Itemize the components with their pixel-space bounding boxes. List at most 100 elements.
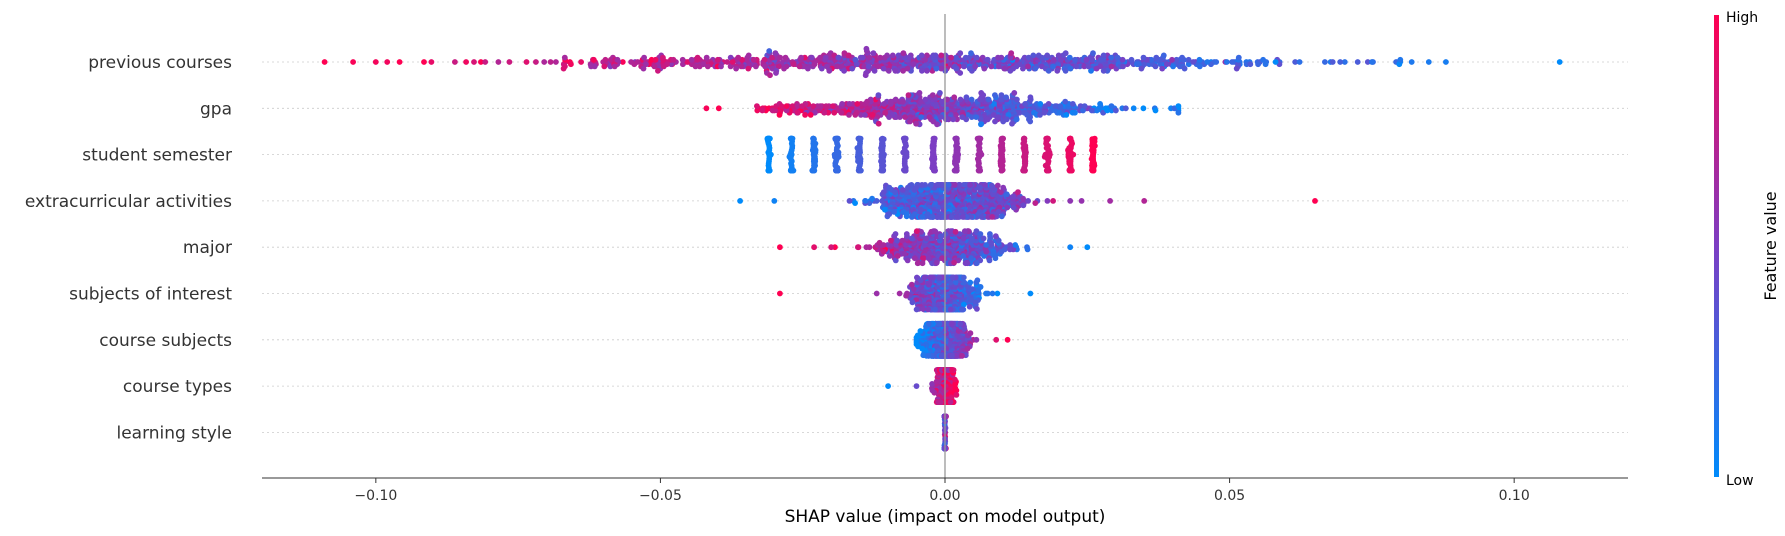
data-point [1001,65,1008,72]
data-point [1140,54,1147,61]
data-point [881,54,888,61]
data-point [777,107,784,114]
data-point [959,214,966,220]
data-point [995,63,1002,70]
data-point [384,59,391,65]
data-point [1003,191,1010,198]
data-point [925,306,931,313]
data-point [917,277,924,284]
data-point [884,242,891,248]
data-point [1108,103,1115,109]
data-point [1050,63,1056,70]
data-point [1140,105,1147,112]
data-point [783,107,790,114]
data-point [1204,59,1211,65]
data-point [1010,193,1017,200]
data-point [789,103,796,109]
data-point [910,61,917,68]
data-point [1067,198,1074,204]
data-point [905,54,912,61]
data-point [918,52,925,59]
data-point [963,94,970,101]
data-point [902,114,908,120]
data-point [913,306,920,313]
data-point [1044,198,1051,204]
data-point [761,56,768,63]
data-point [1120,63,1126,70]
data-point [428,59,435,65]
data-point [891,209,897,215]
data-point [777,244,783,251]
data-point [776,112,783,118]
data-point [938,65,945,72]
data-point [684,59,691,65]
data-point [957,50,964,57]
data-point [590,56,597,63]
data-point [846,112,852,118]
data-point [930,118,937,125]
data-point [974,277,981,284]
data-point [873,290,880,297]
data-point [894,237,901,244]
data-point [777,290,783,297]
data-point [953,392,960,398]
data-point [715,105,722,112]
data-point [986,257,993,264]
data-point [983,248,990,255]
data-point [988,63,995,70]
data-point [901,135,908,142]
data-point [999,135,1006,142]
data-point [962,260,969,267]
data-point [1027,290,1034,297]
data-point [1159,65,1166,72]
data-point [930,135,937,142]
data-point [998,96,1004,103]
data-point [1107,198,1113,204]
data-point [1072,56,1078,63]
data-point [911,255,918,262]
data-point [908,281,915,288]
data-point [1004,204,1011,211]
data-point [735,54,742,61]
data-point [1170,63,1176,70]
data-point [811,61,818,68]
data-point [1051,56,1057,63]
data-point [1025,63,1031,70]
data-point [992,233,999,240]
data-point [1329,59,1336,65]
data-point [854,145,861,151]
data-point [778,103,785,109]
data-point [750,56,757,63]
data-point [955,145,961,151]
data-point [1408,59,1415,65]
data-point [1175,103,1182,109]
data-point [953,65,960,72]
data-point [765,167,772,174]
data-point [1010,65,1017,72]
data-point [938,352,945,359]
data-point [1024,112,1030,118]
data-point [1080,107,1086,114]
data-point [948,214,955,220]
data-point [1022,101,1028,107]
data-point [1046,149,1053,156]
data-point [846,101,853,107]
data-point [1066,160,1073,167]
data-point [743,56,749,63]
data-point [948,320,955,327]
data-point [738,63,745,70]
data-point [937,114,944,120]
data-point [727,63,734,70]
data-point [781,65,787,72]
data-point [902,167,908,174]
data-point [983,242,990,248]
data-point [968,214,975,220]
data-point [1042,103,1049,109]
data-point [873,198,880,204]
data-point [939,255,945,262]
data-point [1152,107,1159,114]
data-point [1097,101,1103,107]
data-point [1443,59,1449,65]
data-point [974,306,980,312]
data-point [1296,59,1303,65]
